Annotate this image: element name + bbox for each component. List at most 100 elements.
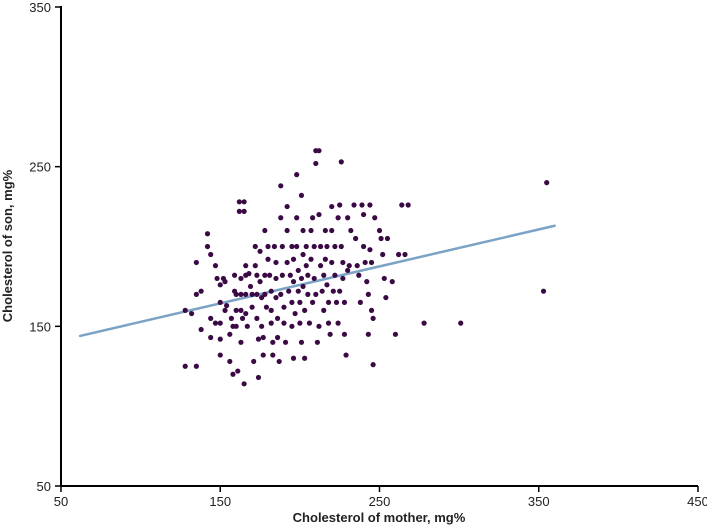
data-point [310,299,316,305]
data-point [360,211,367,218]
x-tick-label: 450 [687,494,707,509]
data-point [310,215,316,221]
data-point [265,243,271,250]
data-point [262,272,268,278]
data-point [260,352,266,358]
data-point [368,259,375,266]
data-point [239,315,246,321]
data-point [308,256,314,262]
data-point [333,299,340,305]
y-axis-title: Cholesterol of son, mg% [0,169,15,322]
data-point [251,358,257,365]
data-point [384,235,391,242]
data-point [289,299,295,305]
data-point [341,299,348,305]
data-point [235,368,241,374]
data-point [303,243,309,250]
data-point [378,235,384,242]
data-point [399,202,405,208]
data-point [343,352,349,358]
data-point [321,307,327,313]
data-point [337,288,343,294]
data-point [335,320,341,326]
data-point [233,323,239,329]
data-point [249,291,255,297]
data-point [243,291,249,297]
data-point [233,291,239,297]
data-point [345,267,351,274]
data-point [252,243,258,250]
data-point [316,211,322,218]
data-point [247,283,254,290]
data-point [329,259,335,266]
data-point [287,272,293,278]
data-point [322,227,328,234]
data-point [353,235,359,242]
data-point [370,315,376,321]
data-points [182,148,550,387]
data-point [365,331,371,337]
data-point [540,288,547,294]
x-tick-label: 150 [209,494,231,509]
data-point [392,331,399,337]
data-point [324,243,330,250]
data-point [188,310,195,317]
data-point [182,307,188,313]
data-point [294,243,300,250]
data-point [302,307,308,313]
data-point [204,243,211,250]
data-point [360,243,367,250]
data-point [302,355,308,361]
data-point [337,202,343,208]
data-point [362,259,368,266]
data-point [230,371,236,377]
data-point [243,310,249,317]
data-point [262,227,268,234]
data-point [359,202,365,208]
data-point [252,263,258,269]
data-point [257,279,263,285]
data-point [325,320,332,326]
data-point [193,259,199,266]
x-axis-ticks: 50 150 250 350 450 [54,486,707,509]
data-point [217,336,223,342]
data-point [300,283,306,290]
data-point [262,291,268,297]
y-tick-label: 150 [29,319,51,334]
data-point [298,339,305,345]
data-point [222,279,228,285]
data-point [259,294,265,301]
data-point [311,275,317,282]
data-point [278,183,284,189]
data-point [396,251,402,258]
data-point [233,307,239,313]
data-point [332,272,338,278]
data-point [281,320,287,326]
data-point [319,288,325,294]
data-point [236,199,242,205]
data-point [367,202,373,208]
data-point [329,227,335,234]
data-point [217,299,223,305]
data-point [198,326,204,333]
data-point [389,279,395,285]
data-point [238,291,244,297]
data-point [217,282,223,288]
y-axis-ticks: 50 150 250 350 [29,0,61,494]
x-tick-label: 350 [528,494,550,509]
data-point [224,302,230,309]
data-point [279,272,285,278]
data-point [381,275,387,282]
data-point [289,323,295,329]
data-point [217,352,223,358]
data-point [236,208,242,214]
data-point [294,215,300,221]
data-point [228,315,234,321]
data-point [300,227,306,234]
data-point [198,288,204,294]
data-point [270,352,276,358]
y-tick-label: 350 [29,0,51,15]
data-point [227,331,233,337]
data-point [346,263,352,269]
data-point [294,172,300,178]
